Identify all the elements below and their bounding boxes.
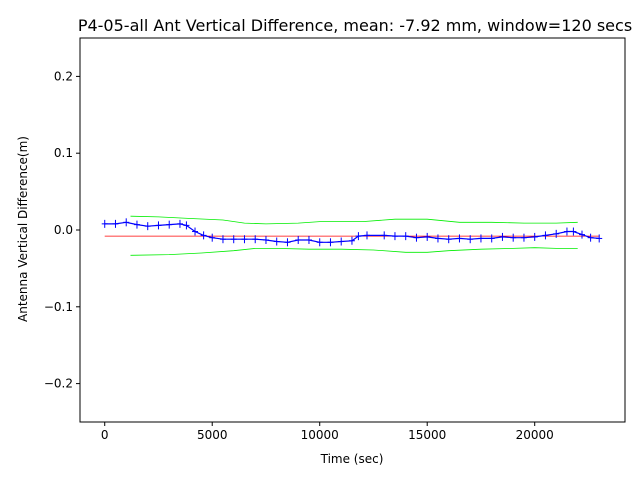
data-point <box>520 233 527 242</box>
data-point <box>262 235 269 244</box>
data-point <box>596 234 603 243</box>
data-point <box>355 232 362 241</box>
x-tick-label: 10000 <box>301 428 339 442</box>
data-point <box>183 221 190 230</box>
lower-series-line <box>130 247 578 256</box>
upper-series-line <box>130 215 578 225</box>
data-point <box>133 220 140 229</box>
data-point <box>273 237 280 246</box>
data-point <box>123 218 130 227</box>
data-point <box>101 219 108 228</box>
data-point <box>295 235 302 244</box>
data-point <box>413 233 420 242</box>
axes-frame <box>79 37 626 423</box>
data-point <box>348 236 355 245</box>
y-axis-label: Antenna Vertical Difference(m) <box>16 136 30 322</box>
data-point <box>456 234 463 243</box>
data-point <box>381 231 388 240</box>
data-point <box>570 227 577 236</box>
data-point <box>531 232 538 241</box>
data-point <box>209 233 216 242</box>
x-tick-label: 5000 <box>197 428 228 442</box>
data-point <box>424 232 431 241</box>
data-point <box>563 227 570 236</box>
data-point <box>553 229 560 238</box>
data-point <box>155 221 162 230</box>
data-point <box>542 231 549 240</box>
data-point <box>316 238 323 247</box>
data-point <box>144 222 151 231</box>
y-tick-label: −0.2 <box>44 377 73 391</box>
data-point <box>364 231 371 240</box>
y-tick-label: −0.1 <box>44 300 73 314</box>
data-point <box>252 235 259 244</box>
data-point <box>445 235 452 244</box>
chart-title: P4-05-all Ant Vertical Difference, mean:… <box>78 16 632 35</box>
x-tick-label: 20000 <box>516 428 554 442</box>
data-point <box>510 233 517 242</box>
y-tick-label: 0.1 <box>54 146 73 160</box>
data-point <box>477 234 484 243</box>
data-point <box>587 233 594 242</box>
y-tick-label: 0.2 <box>54 69 73 83</box>
data-point <box>467 235 474 244</box>
data-point <box>402 232 409 241</box>
data-point <box>284 238 291 247</box>
data-point <box>327 238 334 247</box>
data-point <box>200 231 207 240</box>
data-point <box>166 220 173 229</box>
data-point <box>192 227 199 236</box>
x-tick-label: 0 <box>101 428 109 442</box>
data-point <box>219 235 226 244</box>
x-tick-label: 15000 <box>408 428 446 442</box>
series-layer <box>101 215 603 256</box>
x-axis-label: Time (sec) <box>320 452 384 466</box>
data-point <box>434 234 441 243</box>
data-point <box>499 232 506 241</box>
y-tick-label: 0.0 <box>54 223 73 237</box>
data-point <box>305 235 312 244</box>
data-point <box>338 237 345 246</box>
data-point <box>241 235 248 244</box>
data-point <box>488 234 495 243</box>
data-point <box>176 219 183 228</box>
data-point <box>579 230 586 239</box>
data-point <box>391 232 398 241</box>
axes: 0 5000 10000 15000 20000 0.2 0.1 0.0 −0.1 −0.2 <box>44 37 626 442</box>
data-point <box>112 219 119 228</box>
data-point <box>230 235 237 244</box>
